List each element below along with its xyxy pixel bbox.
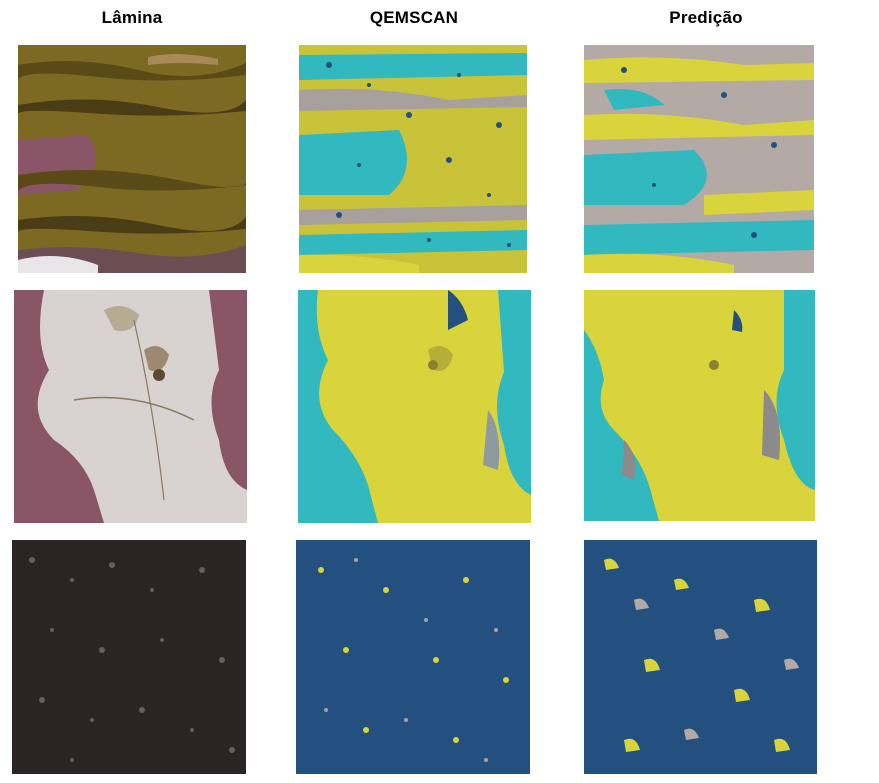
prediction-map-crystal — [584, 290, 815, 521]
thin-section-crystal — [14, 290, 247, 523]
column-header-lamina: Lâmina — [101, 8, 163, 27]
column-header-predicao: Predição — [669, 8, 743, 27]
column-header-qemscan: QEMSCAN — [369, 8, 459, 27]
prediction-map-laminated — [584, 45, 814, 273]
prediction-map-granular — [584, 540, 817, 774]
thin-section-laminated — [18, 45, 246, 273]
thin-section-granular — [12, 540, 246, 774]
qemscan-map-granular — [296, 540, 530, 774]
qemscan-map-laminated — [299, 45, 527, 273]
qemscan-map-crystal — [298, 290, 531, 523]
